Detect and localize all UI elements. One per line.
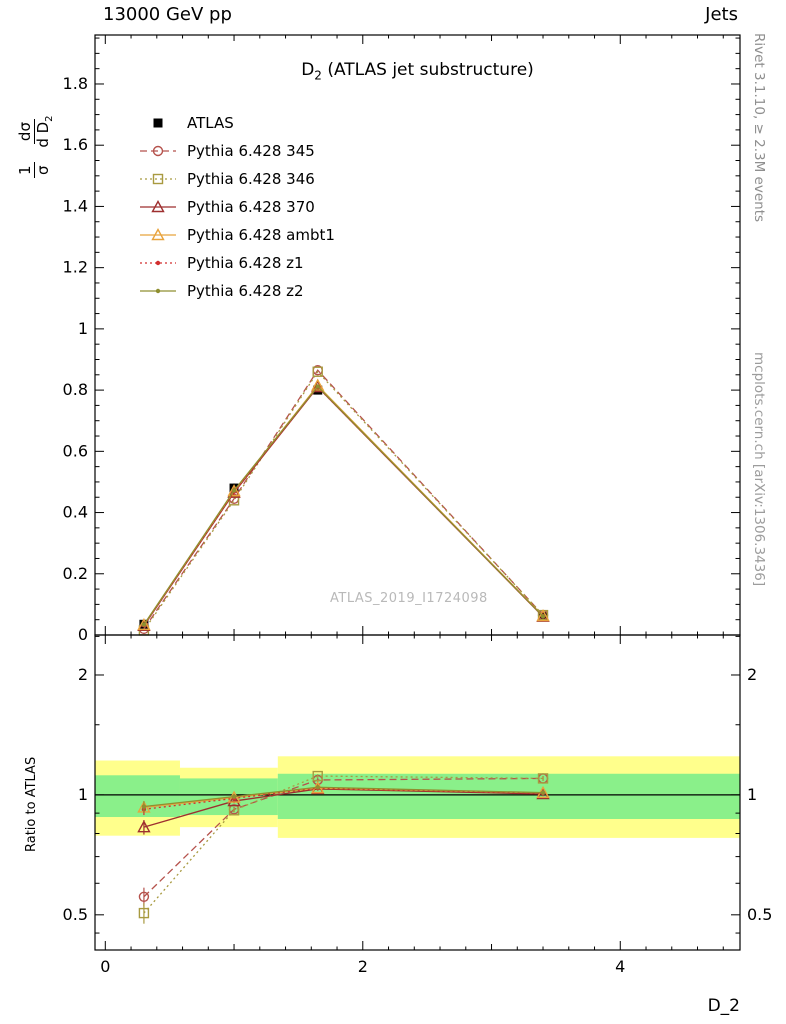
fraction-denominator: σ <box>34 165 53 175</box>
legend-label: ATLAS <box>187 114 234 132</box>
axis-ticks: 0 0.2 0.4 0.6 0.8 1 1.2 1.4 1.6 1.8 0 2 4 0.5 0.5 1 1 2 2 <box>63 35 772 976</box>
ratio-uncertainty-bands <box>95 756 740 838</box>
svg-text:1.8: 1.8 <box>63 74 88 93</box>
main-series <box>137 365 550 636</box>
svg-text:1.4: 1.4 <box>63 196 88 215</box>
legend-marker-pythia-6-428-346-icon <box>140 173 176 185</box>
title-suffix: (ATLAS jet substructure) <box>321 60 534 80</box>
svg-text:1: 1 <box>747 785 757 804</box>
legend-marker-pythia-6-428-z2-icon <box>140 288 176 294</box>
legend-marker-atlas-icon <box>153 118 163 128</box>
analysis-id-watermark: ATLAS_2019_I1724098 <box>330 591 488 606</box>
legend-item-atlas: ATLAS <box>138 109 335 137</box>
fraction-numerator: 1 <box>16 162 36 178</box>
fraction-denominator: d D2 <box>34 112 56 150</box>
svg-text:0.2: 0.2 <box>63 564 88 583</box>
legend-item-pythia-6-428-345: Pythia 6.428 345 <box>138 137 335 165</box>
ratio-panel-frame <box>94 634 741 951</box>
legend-label: Pythia 6.428 346 <box>187 170 315 188</box>
svg-text:0.8: 0.8 <box>63 380 88 399</box>
svg-text:0.4: 0.4 <box>63 503 88 522</box>
legend-marker-pythia-6-428-z1-icon <box>140 260 176 266</box>
plot-title: D2 (ATLAS jet substructure) <box>95 60 740 82</box>
title-subscript: 2 <box>314 68 322 83</box>
legend-item-pythia-6-428-z2: Pythia 6.428 z2 <box>138 277 335 305</box>
legend-label: Pythia 6.428 z2 <box>187 282 304 300</box>
legend-item-pythia-6-428-z1: Pythia 6.428 z1 <box>138 249 335 277</box>
svg-text:1.2: 1.2 <box>63 258 88 277</box>
ratio-series-pythia-6-428-z2 <box>141 785 546 813</box>
title-prefix: D <box>301 60 315 80</box>
legend: ATLAS Pythia 6.428 345 Pythia 6.428 346 Pyt… <box>138 109 335 305</box>
x-axis-label: D_2 <box>707 996 740 1016</box>
legend-item-pythia-6-428-ambt1: Pythia 6.428 ambt1 <box>138 221 335 249</box>
header-beam-energy: 13000 GeV pp <box>103 4 232 25</box>
denominator-subscript: 2 <box>44 115 56 122</box>
legend-marker-pythia-6-428-370-icon <box>140 200 176 213</box>
legend-label: Pythia 6.428 z1 <box>187 254 304 272</box>
denominator-main: d D <box>34 121 53 148</box>
mcplots-reference-note: mcplots.cern.ch [arXiv:1306.3436] <box>751 352 767 587</box>
svg-text:0.6: 0.6 <box>63 441 88 460</box>
legend-label: Pythia 6.428 ambt1 <box>187 226 335 244</box>
green-band <box>277 773 740 819</box>
svg-text:1.6: 1.6 <box>63 135 88 154</box>
fraction-dsigma-dd2: dσ d D2 <box>16 112 56 150</box>
legend-item-pythia-6-428-370: Pythia 6.428 370 <box>138 193 335 221</box>
main-series-pythia-6-428-z2 <box>141 384 546 627</box>
svg-text:2: 2 <box>747 665 757 684</box>
svg-text:1: 1 <box>78 785 88 804</box>
svg-text:0: 0 <box>100 957 110 976</box>
legend-label: Pythia 6.428 345 <box>187 142 315 160</box>
fraction-numerator: dσ <box>16 119 36 145</box>
ratio-axis-label: Ratio to ATLAS <box>24 756 39 852</box>
legend-item-pythia-6-428-346: Pythia 6.428 346 <box>138 165 335 193</box>
legend-label: Pythia 6.428 370 <box>187 198 315 216</box>
svg-text:2: 2 <box>78 665 88 684</box>
svg-text:0: 0 <box>78 625 88 644</box>
header-process: Jets <box>705 4 738 25</box>
ratio-series <box>137 770 550 924</box>
svg-text:2: 2 <box>358 957 368 976</box>
svg-text:1: 1 <box>78 319 88 338</box>
svg-text:0.5: 0.5 <box>63 905 88 924</box>
svg-text:4: 4 <box>615 957 625 976</box>
legend-marker-pythia-6-428-345-icon <box>140 145 176 157</box>
rivet-version-note: Rivet 3.1.10, ≥ 2.3M events <box>751 33 767 223</box>
green-band <box>95 775 180 818</box>
svg-text:0.5: 0.5 <box>747 905 772 924</box>
legend-marker-pythia-6-428-ambt1-icon <box>140 228 176 241</box>
